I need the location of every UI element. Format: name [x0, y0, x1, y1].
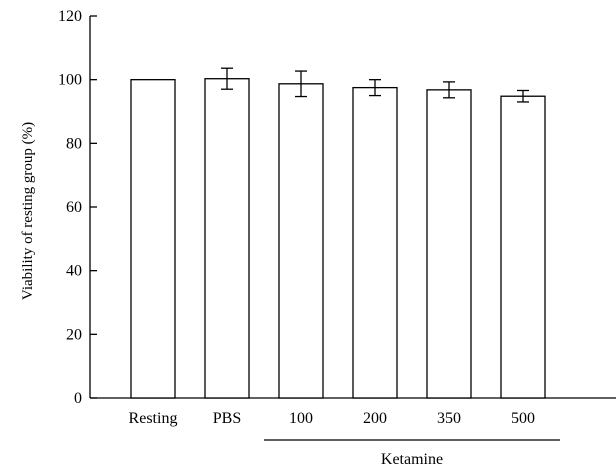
bars — [130, 78, 546, 399]
y-tick-label: 40 — [66, 263, 82, 280]
ketamine-group-bracket: Ketamine — [264, 439, 560, 468]
x-tick-label: 350 — [437, 410, 461, 427]
category-labels: Resting PBS 100 200 350 500 — [129, 410, 535, 427]
y-axis: 0 20 40 60 80 100 120 — [58, 8, 97, 407]
bar — [426, 89, 472, 399]
y-tick-label: 120 — [58, 8, 82, 25]
y-tick-label: 0 — [74, 390, 82, 407]
bar — [278, 83, 324, 399]
error-bars — [221, 67, 529, 103]
bar — [352, 86, 398, 399]
group-label: Ketamine — [381, 451, 443, 468]
bar — [130, 79, 176, 399]
x-tick-label: Resting — [129, 410, 178, 427]
x-tick-label: 500 — [511, 410, 535, 427]
y-tick-label: 20 — [66, 326, 82, 343]
x-tick-label: 200 — [363, 410, 387, 427]
x-tick-label: 100 — [289, 410, 313, 427]
bar — [204, 78, 250, 399]
y-axis-label: Viability of resting group (%) — [20, 122, 36, 300]
x-tick-label: PBS — [213, 410, 241, 427]
y-tick-label: 100 — [58, 72, 82, 89]
y-tick-label: 60 — [66, 199, 82, 216]
y-tick-label: 80 — [66, 135, 82, 152]
bar — [500, 95, 546, 399]
